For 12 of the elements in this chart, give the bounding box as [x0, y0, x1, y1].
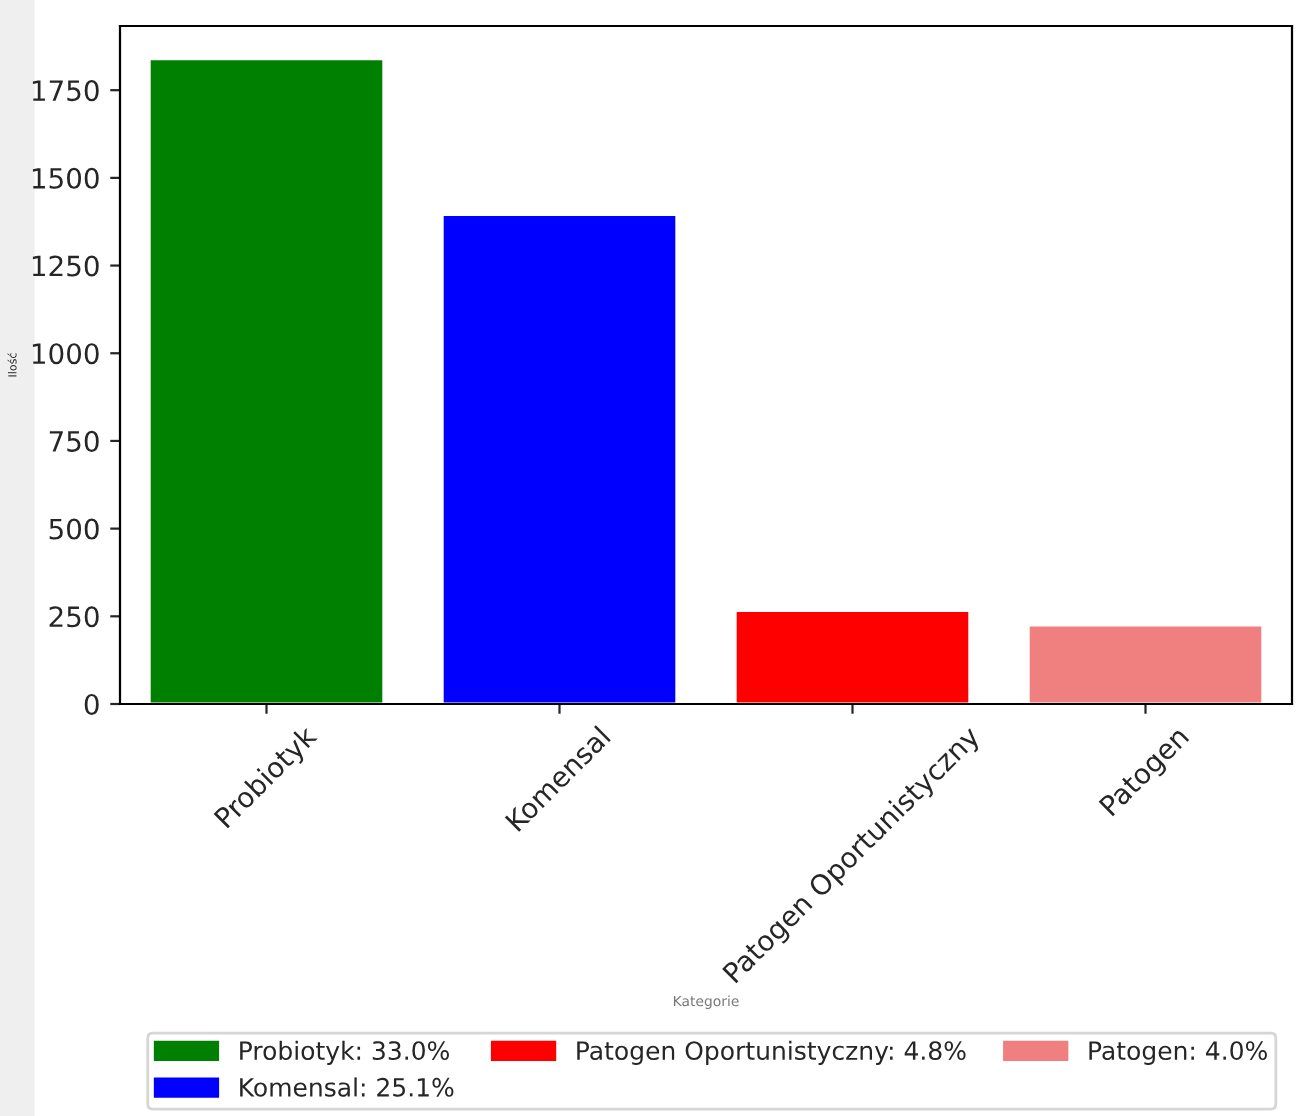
y-tick-label: 1000	[32, 343, 99, 365]
y-tick-label: 1500	[32, 167, 99, 189]
legend-label: Patogen Oportunistyczny: 4.8%	[577, 1040, 966, 1065]
y-tick-label: 750	[49, 430, 99, 452]
y-tick-label: 1250	[32, 255, 99, 277]
legend-label: Probiotyk: 33.0%	[240, 1040, 449, 1065]
y-tick-label: 250	[49, 606, 99, 628]
legend-label: Patogen: 4.0%	[1089, 1041, 1267, 1065]
y-tick-label: 1750	[32, 80, 99, 102]
legend-label: Komensal: 25.1%	[240, 1077, 454, 1097]
y-tick-label: 500	[49, 518, 99, 540]
y-tick-label: 0	[84, 693, 99, 715]
